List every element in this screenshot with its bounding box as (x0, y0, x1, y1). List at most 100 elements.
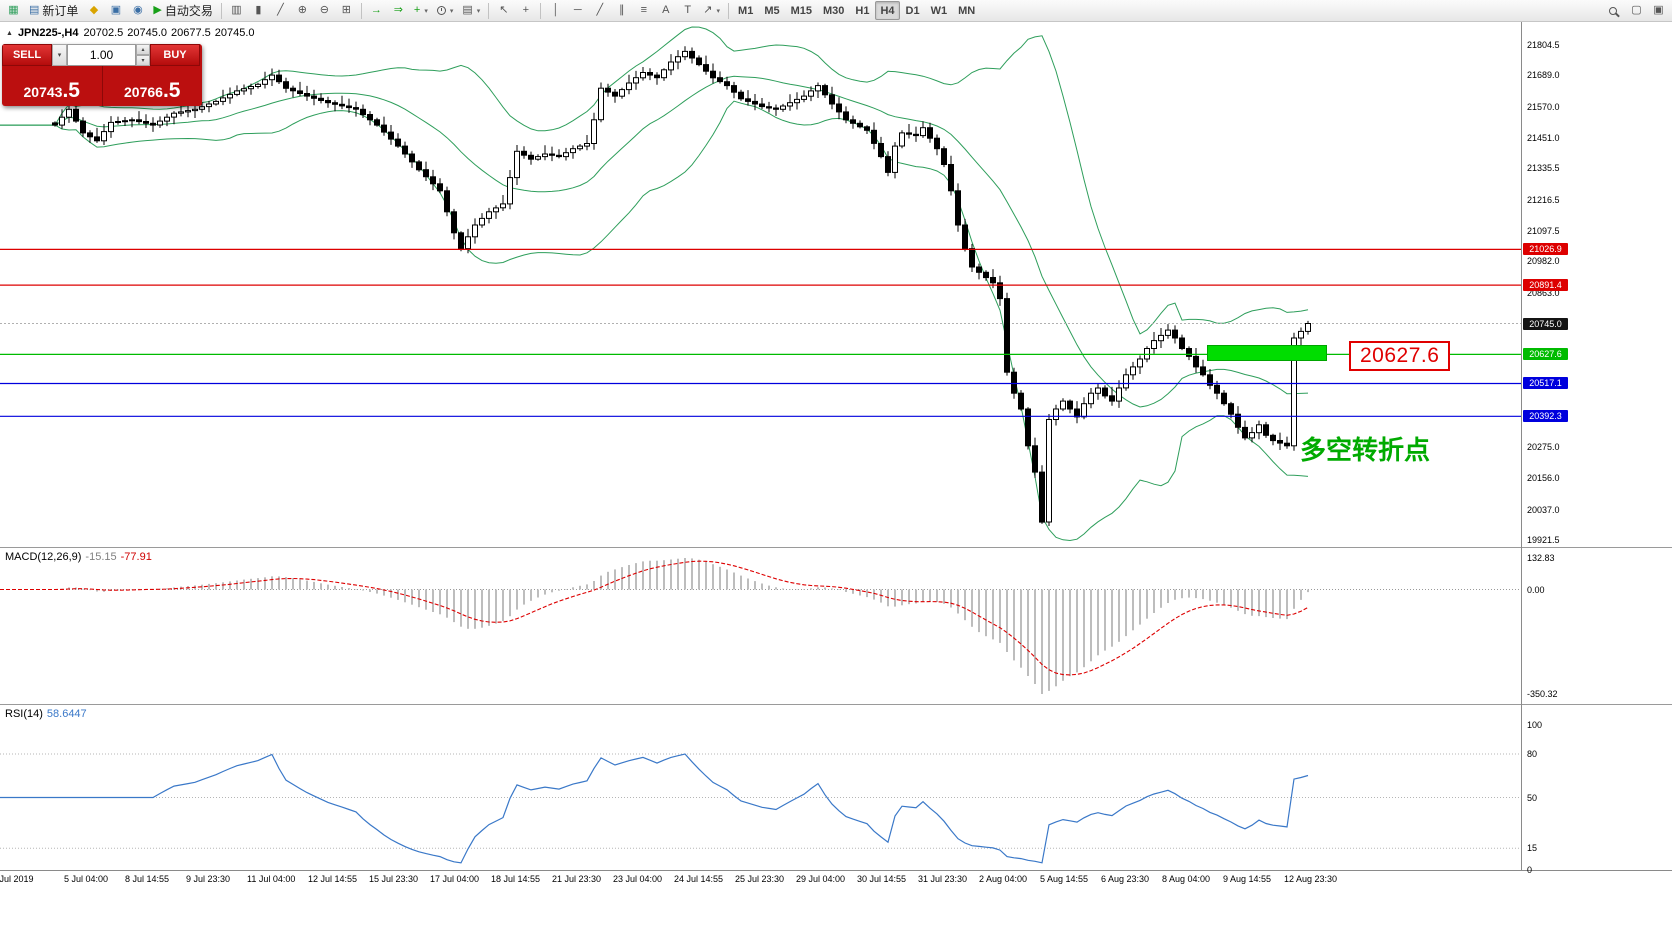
text-icon: A (662, 4, 670, 16)
chart-ohlc: 20702.5 20745.0 20677.5 20745.0 (83, 27, 258, 39)
autotrading-button[interactable]: ▶ 自动交易 (149, 1, 216, 20)
zoom-out-icon[interactable]: ⊖ (314, 1, 335, 20)
timeframe-h1-button[interactable]: H1 (855, 4, 870, 17)
candlestick-chart-icon[interactable]: ▮ (248, 1, 269, 20)
toolbar-separator (488, 2, 490, 19)
chart-window-icon[interactable]: ▣ (105, 1, 126, 20)
new-order-button[interactable]: ▤ 新订单 (25, 1, 82, 20)
auto-scroll-icon: → (370, 4, 382, 16)
volume-input[interactable] (67, 44, 136, 66)
time-axis-label: 23 Jul 04:00 (613, 874, 663, 884)
text-label-icon[interactable]: T (677, 1, 698, 20)
buy-button[interactable]: BUY (150, 44, 200, 66)
auto-scroll-icon[interactable]: → (366, 1, 387, 20)
macd-name: MACD(12,26,9) (5, 551, 82, 563)
text-label-icon: T (684, 4, 692, 16)
fibonacci-icon[interactable]: ≡ (633, 1, 654, 20)
timeframe-w1-button[interactable]: W1 (930, 4, 948, 17)
timeframe-m1-button[interactable]: M1 (738, 4, 754, 17)
search-icon (1609, 6, 1617, 15)
zoom-in-icon[interactable]: ⊕ (292, 1, 313, 20)
trendline-icon[interactable]: ╱ (589, 1, 610, 20)
volume-down-icon[interactable]: ▾ (136, 55, 150, 66)
rsi-chart[interactable] (0, 705, 1672, 870)
timeframe-m5-button[interactable]: M5 (764, 4, 780, 17)
chevron-down-icon: ▾ (424, 7, 428, 15)
macd-signal-value: -77.91 (120, 551, 152, 563)
time-axis-label: 30 Jul 14:55 (857, 874, 907, 884)
app-icon: ▦ (8, 4, 19, 16)
timeframe-mn-button[interactable]: MN (958, 4, 976, 17)
crosshair-icon[interactable]: + (515, 1, 536, 20)
volume-up-icon[interactable]: ▴ (136, 44, 150, 55)
equidistant-channel-icon[interactable]: ∥ (611, 1, 632, 20)
tile-windows-icon[interactable]: ⊞ (336, 1, 357, 20)
rsi-name: RSI(14) (5, 708, 43, 720)
order-type-dropdown[interactable]: ▾ (52, 44, 67, 66)
buy-price[interactable]: 20766.5 (101, 66, 203, 106)
chart-shift-icon[interactable]: ⇒ (388, 1, 409, 20)
time-axis-label: 29 Jul 04:00 (796, 874, 846, 884)
rsi-panel-divider[interactable] (0, 704, 1672, 705)
time-axis-label: 8 Aug 04:00 (1162, 874, 1211, 884)
time-axis-label: 15 Jul 23:30 (369, 874, 419, 884)
new-window-icon[interactable]: ▢ (1626, 1, 1647, 20)
timeframe-h4-button[interactable]: H4 (875, 1, 900, 20)
time-axis-label: 18 Jul 14:55 (491, 874, 541, 884)
time-axis-label: 21 Jul 23:30 (552, 874, 602, 884)
chart-shift-icon: ⇒ (393, 4, 404, 16)
candlestick-chart-icon: ▮ (255, 4, 262, 16)
macd-label: MACD(12,26,9) -15.15 -77.91 (5, 551, 152, 563)
cursor-icon[interactable]: ↖ (493, 1, 514, 20)
macd-panel-divider[interactable] (0, 547, 1672, 548)
indicators-icon: + (413, 4, 421, 16)
vertical-line-icon[interactable]: │ (545, 1, 566, 20)
sell-button[interactable]: SELL (2, 44, 52, 66)
line-chart-icon: ╱ (277, 4, 284, 16)
indicators-button[interactable]: + ▾ (410, 1, 432, 20)
time-axis-label: 31 Jul 23:30 (918, 874, 968, 884)
time-axis-label: 2 Aug 04:00 (979, 874, 1028, 884)
bar-chart-icon: ▥ (231, 4, 242, 16)
timeframe-d1-button[interactable]: D1 (905, 4, 920, 17)
search-icon[interactable] (1604, 1, 1625, 20)
volume-spinner[interactable]: ▴ ▾ (136, 44, 150, 66)
time-axis-label: 11 Jul 04:00 (247, 874, 296, 884)
buy-price-fraction: .5 (162, 79, 181, 103)
data-window-icon[interactable]: ◉ (127, 1, 148, 20)
toolbar-separator (220, 2, 222, 19)
time-axis-label: 25 Jul 23:30 (735, 874, 785, 884)
price-callout-label[interactable]: 20627.6 (1349, 341, 1451, 371)
toolbar-separator (540, 2, 542, 19)
time-axis[interactable]: 3 Jul 2019 5 Jul 04:00 8 Jul 14:55 9 Jul 23… (0, 870, 1672, 886)
sell-price-main: 20743 (23, 84, 63, 100)
window-list-icon[interactable]: ▣ (1648, 1, 1669, 20)
arrows-icon[interactable]: ↗ ▾ (699, 1, 724, 20)
time-axis-label: 6 Aug 23:30 (1101, 874, 1150, 884)
turning-point-note[interactable]: 多空转折点 (1300, 435, 1431, 465)
timeframe-m30-button[interactable]: M30 (823, 4, 845, 17)
new-window-icon: ▢ (1631, 4, 1642, 16)
arrows-icon: ↗ (703, 4, 713, 16)
bar-chart-icon[interactable]: ▥ (226, 1, 247, 20)
app-icon[interactable]: ▦ (3, 1, 24, 20)
time-axis-label: 5 Aug 14:55 (1040, 874, 1089, 884)
line-chart-icon[interactable]: ╱ (270, 1, 291, 20)
sell-price[interactable]: 20743.5 (2, 66, 102, 106)
one-click-trading-panel: SELL ▾ ▴ ▾ BUY 20743.5 20766.5 (2, 44, 202, 106)
symbol-marker-icon: ▲ (6, 29, 13, 37)
macd-chart[interactable] (0, 548, 1672, 704)
ohlc-low: 20677.5 (171, 27, 211, 39)
templates-button[interactable]: ▤ ▾ (458, 1, 484, 20)
ohlc-open: 20702.5 (83, 27, 124, 39)
horizontal-line-icon[interactable]: ─ (567, 1, 588, 20)
chart-symbol-period: JPN225-,H4 (17, 27, 79, 39)
text-icon[interactable]: A (655, 1, 676, 20)
metaeditor-icon[interactable]: ◆ (83, 1, 104, 20)
periods-button[interactable]: ▾ (433, 1, 458, 20)
time-axis-label: 12 Aug 23:30 (1284, 874, 1338, 884)
timeframe-m15-button[interactable]: M15 (790, 4, 812, 17)
chart-window-icon: ▣ (110, 4, 122, 16)
candlestick-chart[interactable] (0, 22, 1672, 547)
highlight-rectangle[interactable] (1207, 345, 1327, 361)
